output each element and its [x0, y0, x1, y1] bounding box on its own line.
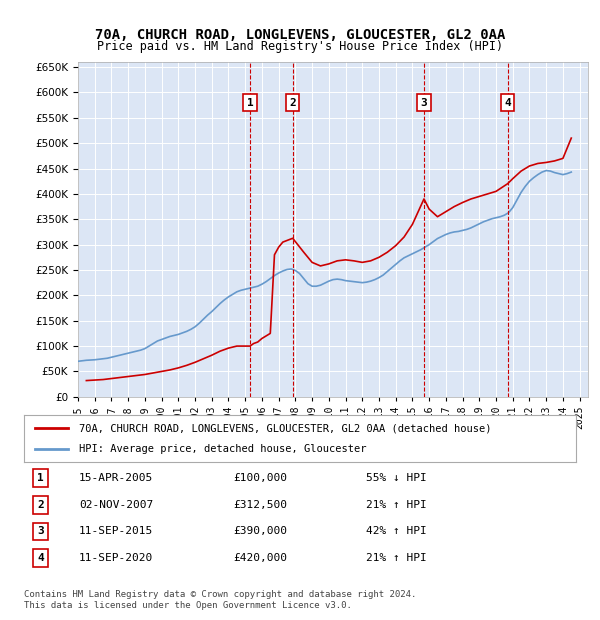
Text: Price paid vs. HM Land Registry's House Price Index (HPI): Price paid vs. HM Land Registry's House …	[97, 40, 503, 53]
Text: 1: 1	[37, 473, 44, 484]
Text: 21% ↑ HPI: 21% ↑ HPI	[366, 500, 427, 510]
Text: £100,000: £100,000	[234, 473, 288, 484]
Text: 70A, CHURCH ROAD, LONGLEVENS, GLOUCESTER, GL2 0AA: 70A, CHURCH ROAD, LONGLEVENS, GLOUCESTER…	[95, 28, 505, 42]
Text: 1: 1	[247, 97, 253, 108]
Text: £420,000: £420,000	[234, 553, 288, 563]
Text: 42% ↑ HPI: 42% ↑ HPI	[366, 526, 427, 536]
Text: 55% ↓ HPI: 55% ↓ HPI	[366, 473, 427, 484]
Text: 4: 4	[504, 97, 511, 108]
Text: 11-SEP-2015: 11-SEP-2015	[79, 526, 154, 536]
Text: 3: 3	[421, 97, 427, 108]
Text: 21% ↑ HPI: 21% ↑ HPI	[366, 553, 427, 563]
Text: 15-APR-2005: 15-APR-2005	[79, 473, 154, 484]
Text: Contains HM Land Registry data © Crown copyright and database right 2024.: Contains HM Land Registry data © Crown c…	[24, 590, 416, 600]
Text: 02-NOV-2007: 02-NOV-2007	[79, 500, 154, 510]
Text: 70A, CHURCH ROAD, LONGLEVENS, GLOUCESTER, GL2 0AA (detached house): 70A, CHURCH ROAD, LONGLEVENS, GLOUCESTER…	[79, 423, 492, 433]
Text: 2: 2	[37, 500, 44, 510]
Text: HPI: Average price, detached house, Gloucester: HPI: Average price, detached house, Glou…	[79, 444, 367, 454]
Text: 4: 4	[37, 553, 44, 563]
Text: 2: 2	[289, 97, 296, 108]
Text: £312,500: £312,500	[234, 500, 288, 510]
Text: 11-SEP-2020: 11-SEP-2020	[79, 553, 154, 563]
Text: This data is licensed under the Open Government Licence v3.0.: This data is licensed under the Open Gov…	[24, 601, 352, 611]
Text: 3: 3	[37, 526, 44, 536]
Text: £390,000: £390,000	[234, 526, 288, 536]
